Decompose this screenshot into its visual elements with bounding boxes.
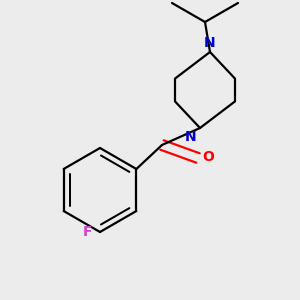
Text: N: N [184, 130, 196, 144]
Text: O: O [202, 150, 214, 164]
Text: N: N [204, 36, 216, 50]
Text: F: F [82, 225, 92, 239]
